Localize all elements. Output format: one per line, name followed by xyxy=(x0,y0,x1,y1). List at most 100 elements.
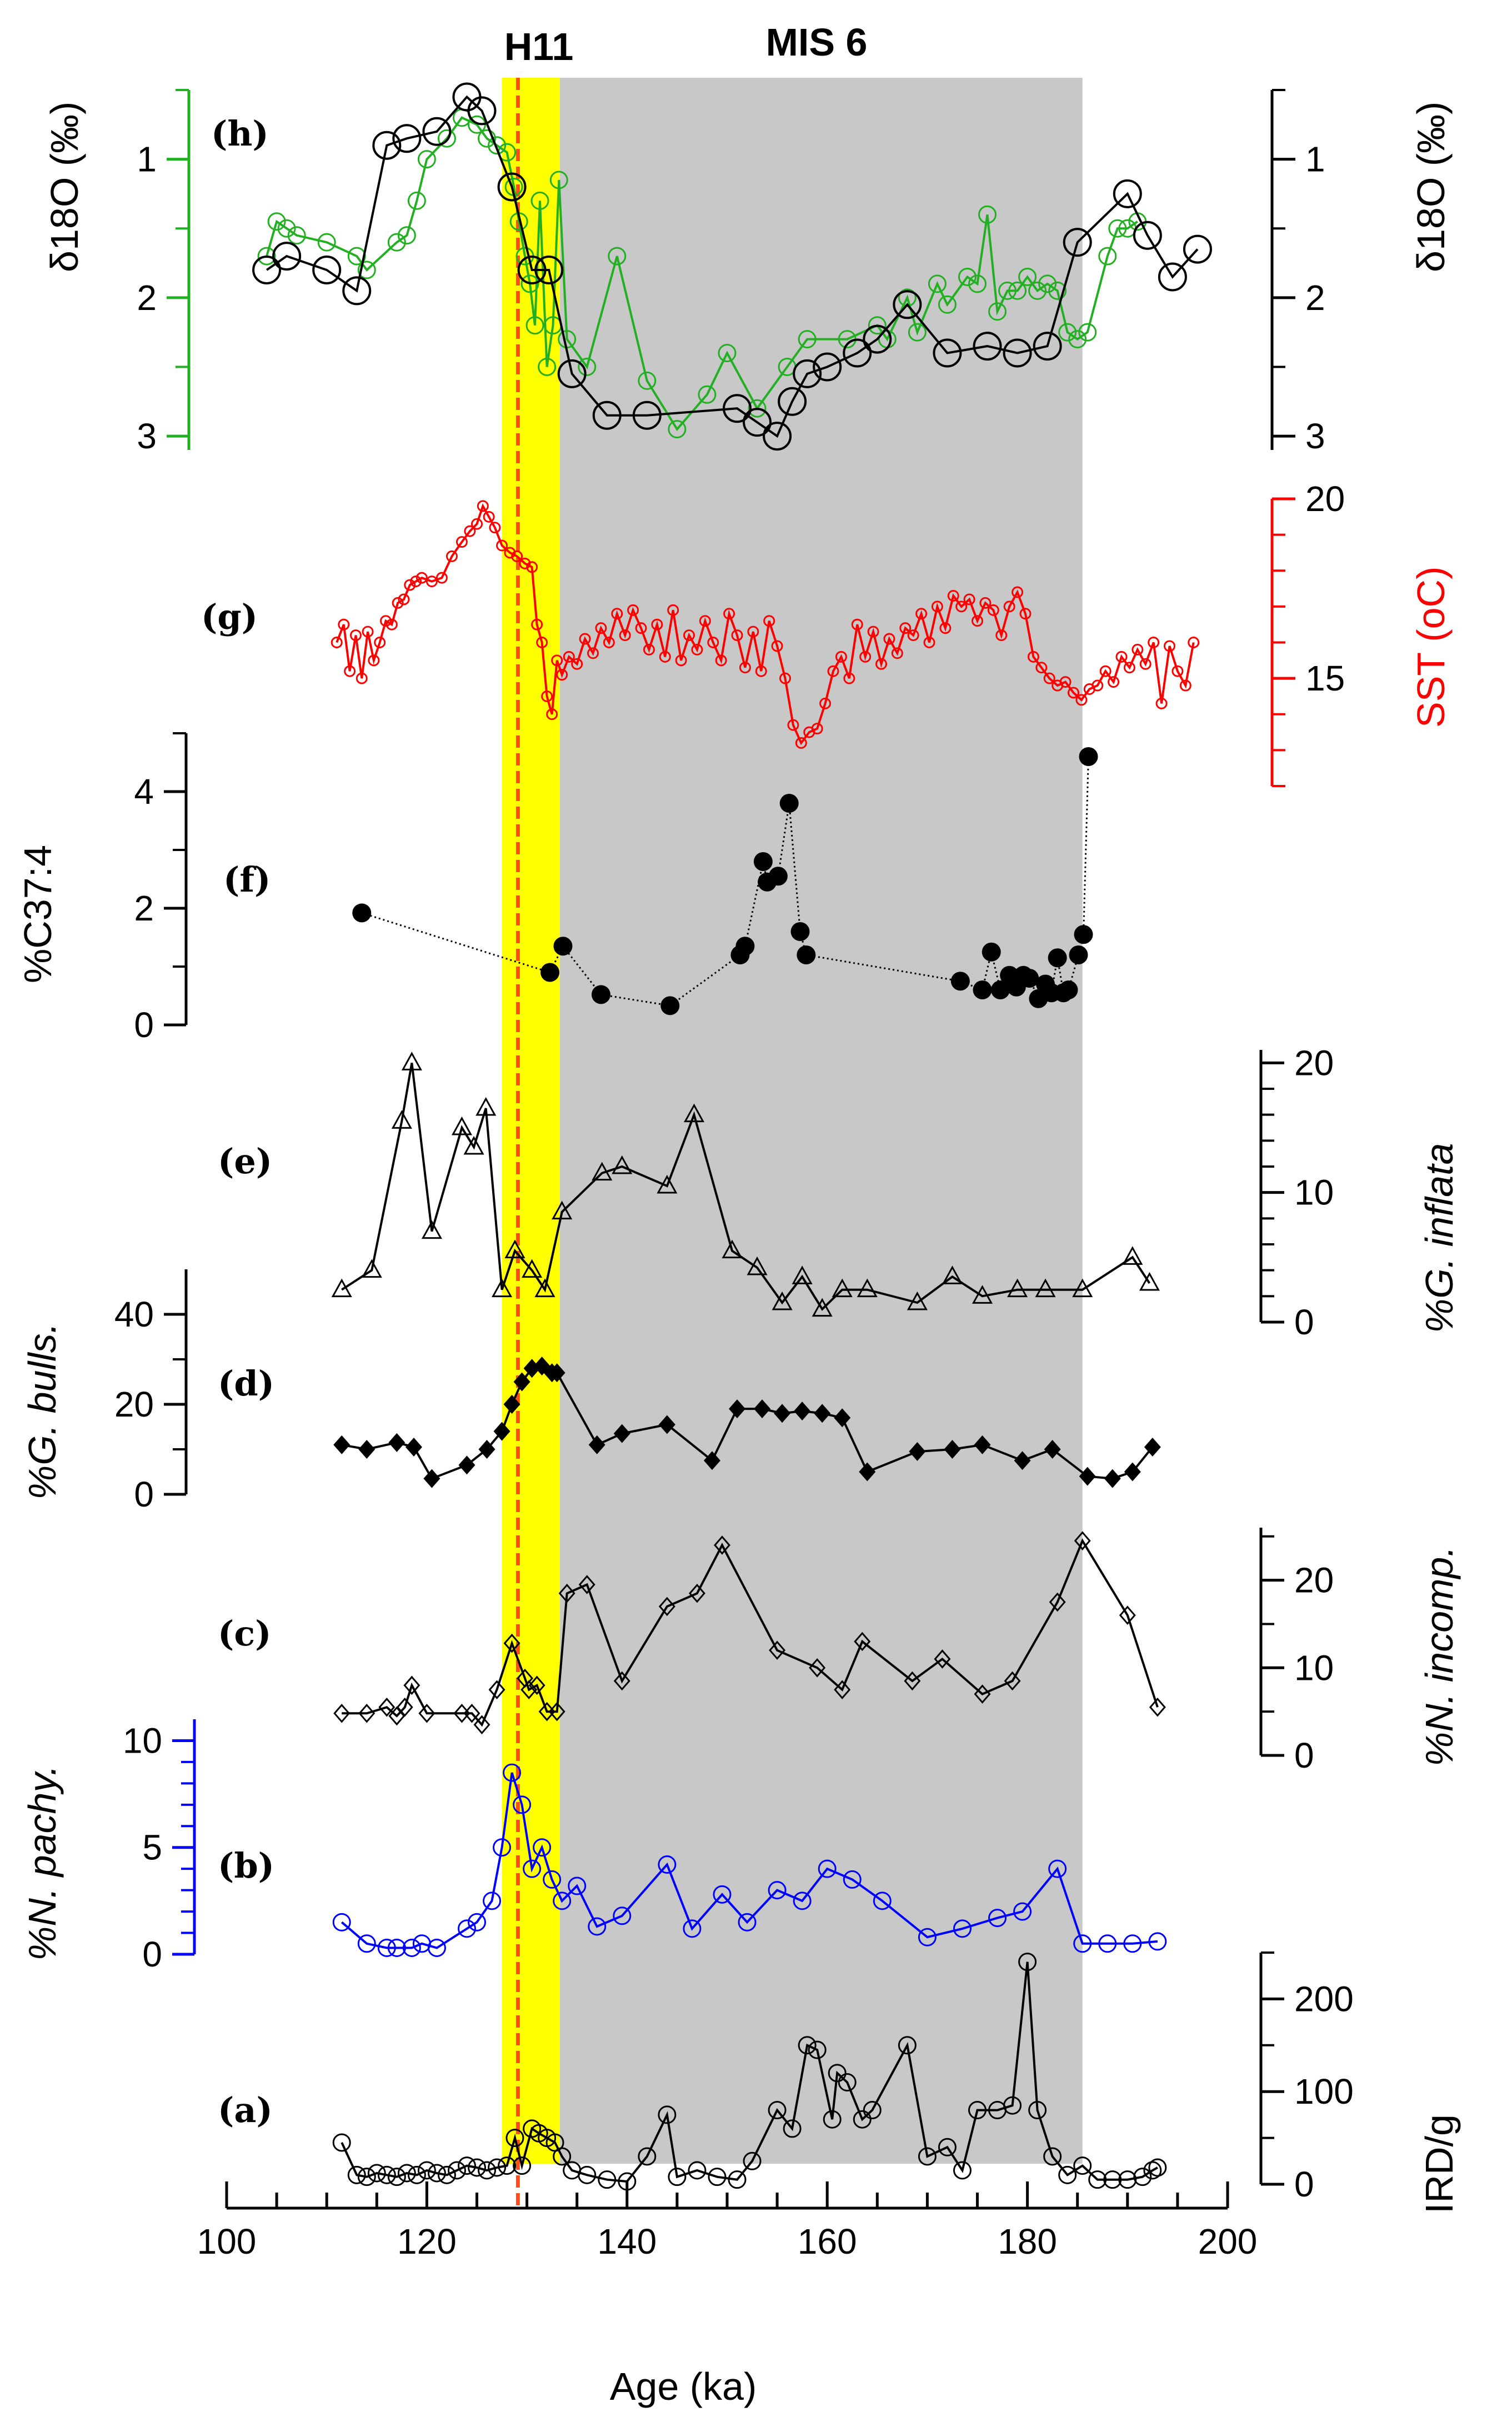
data-point-a xyxy=(938,2138,957,2156)
data-point-f xyxy=(973,980,992,999)
data-point-b xyxy=(918,1928,937,1946)
data-point-b xyxy=(357,1934,376,1953)
data-point-h xyxy=(478,129,497,148)
data-point-a xyxy=(688,2161,707,2180)
data-point-c xyxy=(488,1680,505,1700)
left-tick-label-f: 4 xyxy=(134,772,154,812)
data-point-f xyxy=(779,794,799,813)
data-point-a xyxy=(417,2161,436,2180)
data-point-h xyxy=(1113,179,1142,208)
data-point-g xyxy=(779,672,792,684)
data-point-h xyxy=(1098,247,1117,266)
data-point-d xyxy=(1144,1437,1161,1457)
data-point-g xyxy=(883,633,895,645)
data-point-f xyxy=(1069,945,1088,964)
data-point-d xyxy=(388,1433,405,1452)
data-point-d xyxy=(503,1395,520,1414)
data-point-h xyxy=(1183,234,1212,264)
data-point-g xyxy=(715,654,727,667)
data-point-h xyxy=(863,324,892,354)
data-point-d xyxy=(1124,1462,1141,1482)
data-point-g xyxy=(755,665,767,677)
data-point-d xyxy=(1044,1440,1061,1459)
data-point-g xyxy=(972,615,983,627)
data-point-g xyxy=(667,604,679,616)
data-point-d xyxy=(834,1408,851,1428)
data-point-a xyxy=(387,2168,406,2186)
data-point-d xyxy=(859,1462,876,1482)
data-point-h xyxy=(437,129,456,148)
data-point-b xyxy=(543,1870,562,1889)
data-point-a xyxy=(488,2158,507,2177)
data-point-d xyxy=(703,1451,720,1470)
series-layer xyxy=(252,82,1212,2191)
data-point-g xyxy=(1123,662,1135,674)
data-point-h xyxy=(938,295,957,314)
y-label-g-right: SST (oC) xyxy=(1409,567,1453,728)
data-point-b xyxy=(683,1919,702,1938)
data-point-e xyxy=(907,1291,928,1310)
data-point-h xyxy=(530,191,549,210)
data-point-g xyxy=(651,618,663,630)
data-point-g xyxy=(579,633,591,645)
data-point-f xyxy=(591,985,610,1004)
data-point-g xyxy=(1027,650,1039,663)
data-point-e xyxy=(331,1278,352,1298)
left-tick-label-f: 2 xyxy=(134,888,154,928)
data-point-b xyxy=(513,1795,532,1814)
x-tick-label: 180 xyxy=(998,2221,1057,2261)
data-point-c xyxy=(578,1575,595,1594)
data-point-g xyxy=(392,597,404,609)
data-point-a xyxy=(478,2161,497,2180)
x-tick-label: 160 xyxy=(798,2221,857,2261)
band-mis-6 xyxy=(560,78,1083,2164)
data-point-g xyxy=(811,723,823,735)
series-e-0 xyxy=(331,1052,1160,1317)
data-point-c xyxy=(613,1671,630,1691)
y-label-f-left: %C37:4 xyxy=(16,845,59,983)
data-point-h xyxy=(534,256,564,284)
data-point-b xyxy=(427,1938,446,1957)
right-tick-label-e: 10 xyxy=(1294,1173,1334,1213)
data-point-h xyxy=(1158,262,1187,292)
right-axis-e: 0 10 20 xyxy=(1259,1043,1334,1342)
data-point-b xyxy=(713,1885,732,1904)
x-axis: 100 120 140 160 180 200 xyxy=(197,2181,1257,2261)
data-point-g xyxy=(979,597,992,609)
data-point-g xyxy=(939,622,952,634)
data-point-h xyxy=(978,205,997,224)
data-point-g xyxy=(1139,658,1151,670)
data-point-h xyxy=(988,302,1007,321)
data-point-e xyxy=(1007,1278,1028,1298)
y-label-e-right: %G. inflata xyxy=(1418,1143,1461,1333)
data-point-a xyxy=(437,2165,456,2184)
data-point-c xyxy=(378,1697,395,1717)
data-point-h xyxy=(467,96,497,126)
data-point-h xyxy=(277,219,296,238)
data-point-a xyxy=(823,2110,842,2129)
data-point-h xyxy=(525,316,544,335)
data-point-h xyxy=(272,242,302,271)
data-point-h xyxy=(1028,281,1047,300)
data-point-g xyxy=(511,550,523,562)
data-point-a xyxy=(808,2040,827,2059)
data-point-g xyxy=(707,637,719,648)
data-point-e xyxy=(1072,1278,1093,1298)
data-point-a xyxy=(768,2101,787,2120)
left-axis-h: 1 2 3 xyxy=(137,89,191,456)
data-point-g xyxy=(349,629,362,642)
data-point-a xyxy=(427,2164,446,2183)
data-point-a xyxy=(1073,2156,1092,2175)
data-point-d xyxy=(1014,1451,1031,1470)
data-point-d xyxy=(493,1422,510,1441)
data-point-g xyxy=(907,629,919,642)
data-point-a xyxy=(783,2119,802,2138)
data-point-g xyxy=(477,500,489,512)
data-point-d xyxy=(548,1363,565,1383)
data-point-b xyxy=(738,1913,757,1931)
left-tick-label-d: 0 xyxy=(134,1474,154,1514)
data-point-d xyxy=(974,1435,991,1454)
data-point-c xyxy=(809,1658,826,1678)
data-point-h xyxy=(638,371,657,390)
